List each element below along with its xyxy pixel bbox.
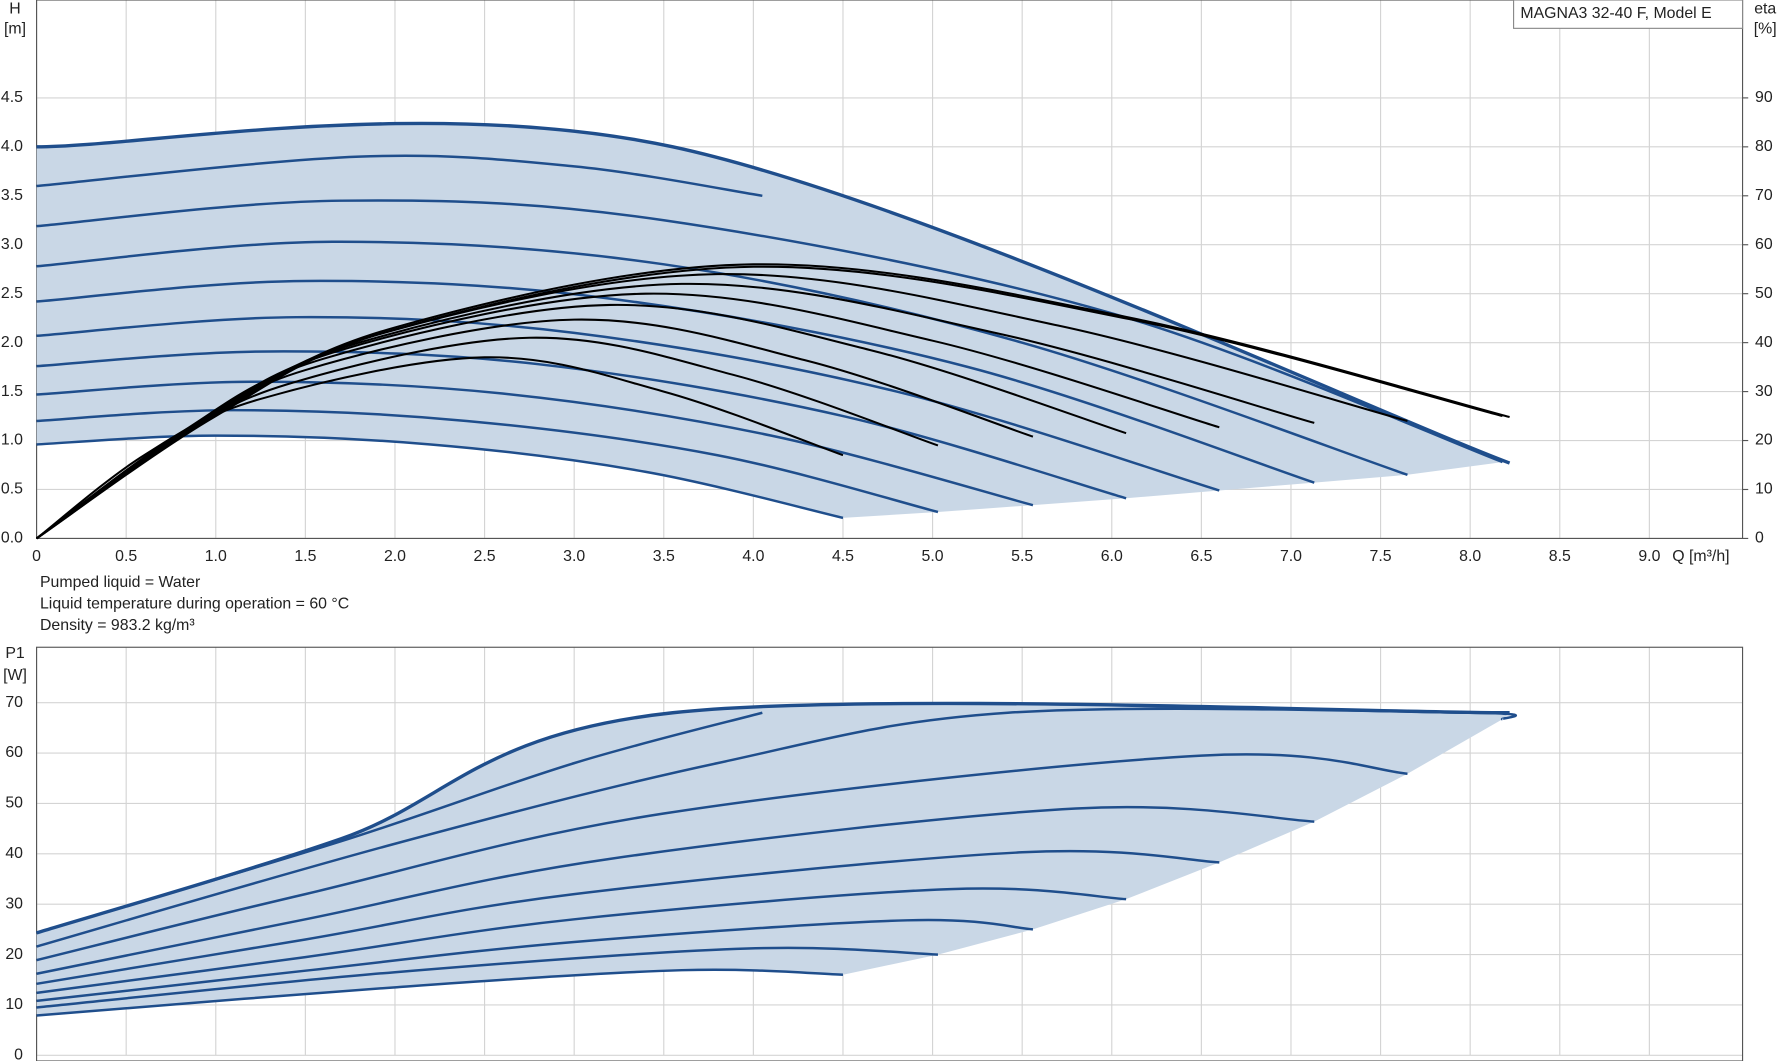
y-tick-label: 4.5 bbox=[1, 89, 23, 106]
x-tick-label: 5.0 bbox=[922, 548, 944, 565]
y-tick-label: 0 bbox=[14, 1047, 23, 1061]
x-tick-label: 8.5 bbox=[1549, 548, 1571, 565]
x-tick-label: 1.5 bbox=[294, 548, 316, 565]
y-tick-label: 20 bbox=[5, 946, 23, 963]
x-tick-label: 8.0 bbox=[1459, 548, 1481, 565]
curve bbox=[36, 849, 1220, 986]
x-tick-label: 3.0 bbox=[563, 548, 585, 565]
x-tick-label: 7.0 bbox=[1280, 548, 1302, 565]
curve bbox=[36, 946, 938, 1009]
areas bbox=[36, 123, 1510, 1016]
y2-tick-label: 40 bbox=[1755, 334, 1773, 351]
curve bbox=[36, 918, 1034, 1003]
lines bbox=[35, 121, 1517, 1017]
x-tick-label: 4.0 bbox=[742, 548, 764, 565]
plot-frame bbox=[36, 646, 1744, 1061]
y-tick-label: 1.0 bbox=[1, 432, 23, 449]
y-tick-label: 10 bbox=[5, 996, 23, 1013]
operating-area bbox=[36, 123, 1510, 518]
y-tick-label: 2.5 bbox=[1, 285, 23, 302]
x-tick-label: 6.5 bbox=[1190, 548, 1212, 565]
y2-tick-label: 80 bbox=[1755, 138, 1773, 155]
curve bbox=[35, 263, 1510, 540]
x-tick-label: 1.0 bbox=[205, 548, 227, 565]
y2-tick-label: 90 bbox=[1755, 89, 1773, 106]
y-tick-label: 70 bbox=[5, 694, 23, 711]
curve bbox=[36, 753, 1408, 962]
curve bbox=[36, 199, 1503, 464]
y-tick-label: 40 bbox=[5, 845, 23, 862]
y-tick-label: 0.5 bbox=[1, 481, 23, 498]
y-tick-label: 3.5 bbox=[1, 187, 23, 204]
curve bbox=[36, 121, 1511, 465]
y-tick-label: 3.0 bbox=[1, 236, 23, 253]
curve bbox=[36, 408, 939, 514]
y-tick-label: 1.5 bbox=[1, 383, 23, 400]
curve bbox=[36, 805, 1315, 975]
chart-title: MAGNA3 32-40 F, Model E bbox=[1520, 5, 1711, 22]
x-tick-label: 2.0 bbox=[384, 548, 406, 565]
x-tick-label: 0.5 bbox=[115, 548, 137, 565]
y-tick-label: 60 bbox=[5, 744, 23, 761]
y2-label: eta bbox=[1754, 0, 1776, 17]
x-label: Q [m³/h] bbox=[1672, 548, 1729, 565]
curve bbox=[36, 434, 844, 520]
x-tick-label: 4.5 bbox=[832, 548, 854, 565]
y-tick-label: 50 bbox=[5, 795, 23, 812]
x-tick-label: 7.5 bbox=[1370, 548, 1392, 565]
note: Liquid temperature during operation = 60… bbox=[40, 595, 349, 612]
x-tick-label: 6.0 bbox=[1101, 548, 1123, 565]
curve bbox=[36, 887, 1127, 995]
x-tick-label: 9.0 bbox=[1638, 548, 1660, 565]
y-tick-label: 4.0 bbox=[1, 138, 23, 155]
y2-tick-label: 30 bbox=[1755, 383, 1773, 400]
y-label: P1 bbox=[5, 645, 25, 662]
y-label: [m] bbox=[4, 21, 26, 38]
y-tick-label: 0.0 bbox=[1, 530, 23, 547]
y2-tick-label: 0 bbox=[1755, 530, 1764, 547]
y2-label: [%] bbox=[1754, 21, 1777, 38]
curve bbox=[36, 154, 763, 198]
curve bbox=[36, 350, 1127, 500]
y-tick-label: 2.0 bbox=[1, 334, 23, 351]
y2-tick-label: 50 bbox=[1755, 285, 1773, 302]
x-tick-label: 2.5 bbox=[474, 548, 496, 565]
curve bbox=[35, 356, 844, 540]
curve bbox=[36, 707, 1517, 948]
y-label: H bbox=[9, 0, 20, 17]
note: Density = 983.2 kg/m³ bbox=[40, 617, 195, 634]
title-box bbox=[1513, 0, 1744, 29]
y2-tick-label: 60 bbox=[1755, 236, 1773, 253]
y2-tick-label: 20 bbox=[1755, 432, 1773, 449]
curve bbox=[36, 279, 1315, 484]
x-tick-label: 0 bbox=[32, 548, 41, 565]
curve bbox=[36, 711, 763, 935]
x-tick-label: 3.5 bbox=[653, 548, 675, 565]
y-tick-label: 30 bbox=[5, 895, 23, 912]
x-tick-label: 5.5 bbox=[1011, 548, 1033, 565]
curve bbox=[36, 240, 1408, 476]
curve bbox=[36, 380, 1034, 507]
y2-tick-label: 10 bbox=[1755, 481, 1773, 498]
operating-area bbox=[36, 703, 1510, 1016]
curve bbox=[36, 315, 1220, 492]
y2-tick-label: 70 bbox=[1755, 187, 1773, 204]
note: Pumped liquid = Water bbox=[40, 574, 201, 591]
y-label: [W] bbox=[3, 667, 27, 684]
curve bbox=[36, 968, 844, 1017]
